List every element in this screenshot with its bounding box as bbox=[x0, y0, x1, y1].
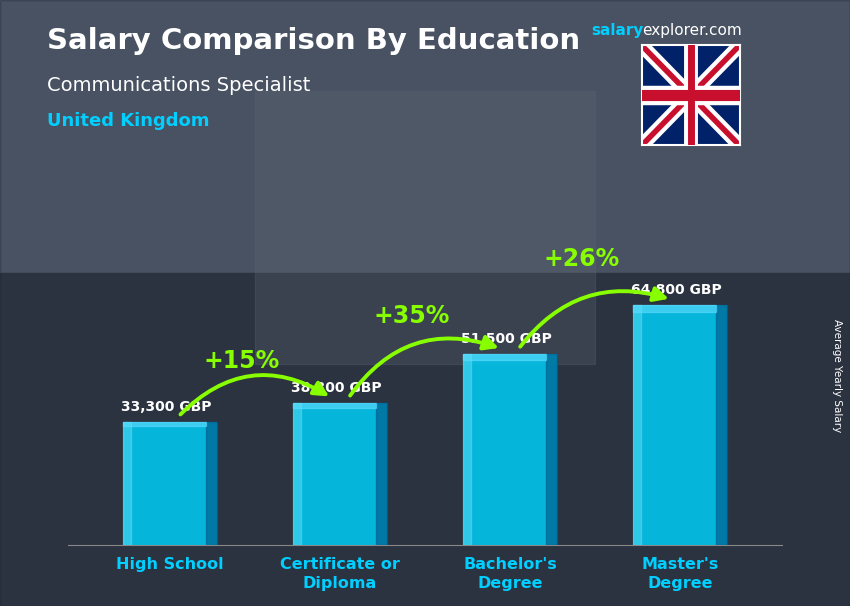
Text: salary: salary bbox=[591, 23, 643, 38]
Bar bbox=[293, 404, 376, 408]
Text: 33,300 GBP: 33,300 GBP bbox=[122, 400, 212, 414]
Text: Average Yearly Salary: Average Yearly Salary bbox=[832, 319, 842, 432]
Bar bbox=[123, 422, 217, 545]
Text: United Kingdom: United Kingdom bbox=[47, 112, 209, 130]
Text: 38,300 GBP: 38,300 GBP bbox=[292, 381, 382, 395]
Text: +26%: +26% bbox=[543, 247, 620, 271]
Text: 51,500 GBP: 51,500 GBP bbox=[462, 332, 552, 346]
Bar bbox=[463, 355, 546, 360]
Bar bbox=[546, 355, 557, 545]
Text: Salary Comparison By Education: Salary Comparison By Education bbox=[47, 27, 580, 55]
Bar bbox=[206, 422, 217, 545]
Bar bbox=[293, 404, 301, 545]
Text: 64,800 GBP: 64,800 GBP bbox=[632, 283, 722, 297]
Bar bbox=[633, 305, 727, 545]
Bar bbox=[293, 404, 387, 545]
Bar bbox=[463, 355, 557, 545]
Bar bbox=[633, 305, 641, 545]
Bar bbox=[123, 422, 131, 545]
Bar bbox=[376, 404, 387, 545]
Bar bbox=[123, 422, 206, 425]
Bar bbox=[716, 305, 727, 545]
Text: +35%: +35% bbox=[373, 304, 450, 328]
Bar bbox=[633, 305, 716, 312]
Text: explorer.com: explorer.com bbox=[642, 23, 741, 38]
Bar bbox=[463, 355, 471, 545]
Text: +15%: +15% bbox=[203, 349, 280, 373]
Text: Communications Specialist: Communications Specialist bbox=[47, 76, 310, 95]
